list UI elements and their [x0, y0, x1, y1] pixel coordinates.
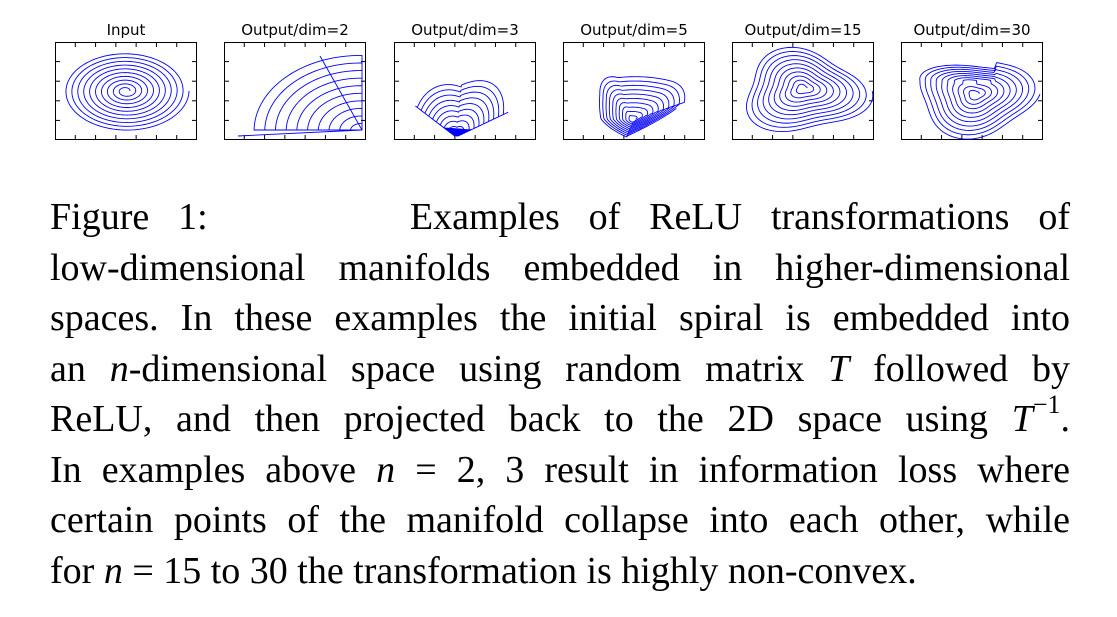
caption-text: -dimensional space using random matrix: [128, 347, 829, 390]
plot-ticks: [56, 43, 196, 139]
math-n: n: [109, 347, 129, 390]
caption-text: In examples above: [50, 448, 377, 491]
figure-caption: Figure 1: Examples of ReLU transformatio…: [50, 192, 1070, 596]
plot-dim3: [394, 42, 536, 140]
caption-line-4: an n-dimensional space using random matr…: [50, 344, 1070, 395]
caption-text: .: [1060, 398, 1071, 440]
caption-line-7: certain points of the manifold collapse …: [50, 499, 1070, 541]
figure-label: Figure 1:: [50, 196, 208, 238]
caption-line-8: for n = 15 to 30 the transformation is h…: [50, 546, 1070, 597]
plot-ticks: [733, 43, 873, 139]
math-T: T: [1011, 398, 1033, 440]
panel-title: Output/dim=5: [580, 21, 688, 39]
math-inverse-sup: −1: [1032, 390, 1061, 420]
plot-frame: [55, 42, 197, 140]
plot-frame: [901, 42, 1043, 140]
panel-title: Output/dim=15: [744, 21, 862, 39]
panel-title: Output/dim=30: [913, 21, 1031, 39]
plot-ticks: [564, 43, 704, 139]
plot-dim15: [732, 42, 874, 140]
math-T: T: [828, 347, 850, 390]
collapse-ray: [319, 55, 363, 131]
plot-ticks: [225, 43, 365, 139]
caption-text: Examples of ReLU transformations of: [409, 196, 1070, 238]
caption-text: for: [50, 549, 104, 592]
caption-text: followed by: [849, 347, 1070, 390]
spiral-curve: [746, 46, 874, 133]
caption-line-6: In examples above n = 2, 3 result in inf…: [50, 445, 1070, 496]
plot-frame: [732, 42, 874, 140]
math-n: n: [376, 448, 396, 491]
caption-line-5: ReLU, and then projected back to the 2D …: [50, 392, 1071, 445]
plot-dim5: [563, 42, 705, 140]
caption-text: = 15 to 30 the transformation is highly …: [122, 549, 917, 592]
plot-frame: [563, 42, 705, 140]
spiral-curve: [253, 54, 363, 131]
panel-title: Output/dim=2: [241, 21, 349, 39]
spiral-curve: [599, 76, 686, 138]
spiral-curve: [919, 62, 1041, 140]
caption-line-2: low-dimensional manifolds embedded in hi…: [50, 246, 1070, 289]
collapse-ray: [237, 129, 363, 137]
math-n: n: [103, 549, 123, 592]
caption-line-3: spaces. In these examples the initial sp…: [50, 297, 1070, 339]
caption-text: = 2, 3 result in information loss where: [395, 448, 1071, 491]
plot-dim30: [901, 42, 1043, 140]
plot-ticks: [902, 43, 1042, 139]
plot-frame: [394, 42, 536, 140]
caption-text: ReLU, and then projected back to the 2D …: [50, 398, 1012, 440]
plot-input: [55, 42, 197, 140]
caption-text: an: [50, 347, 110, 390]
caption-line-1: Figure 1: Examples of ReLU transformatio…: [50, 192, 1070, 243]
plot-ticks: [395, 43, 535, 139]
figure-panels: Input Output/dim=2 Output/dim=3 Output/d…: [0, 0, 1117, 150]
plot-frame: [224, 42, 366, 140]
panel-title: Output/dim=3: [411, 21, 519, 39]
spiral-curve: [65, 53, 190, 131]
spiral-curve: [415, 80, 509, 137]
plot-dim2: [224, 42, 366, 140]
panel-title: Input: [106, 21, 146, 39]
